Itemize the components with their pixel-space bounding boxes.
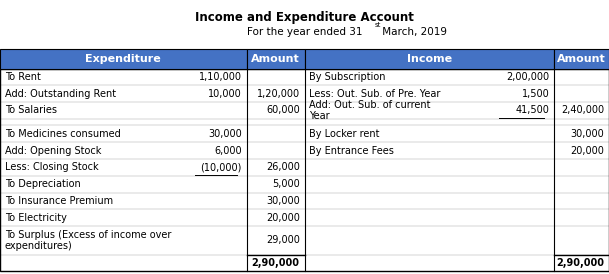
Text: Amount: Amount <box>251 54 300 64</box>
Text: Add: Out. Sub. of current
Year: Add: Out. Sub. of current Year <box>309 100 431 121</box>
Text: (10,000): (10,000) <box>200 162 242 172</box>
Text: For the year ended 31: For the year ended 31 <box>247 27 362 36</box>
Text: Amount: Amount <box>557 54 606 64</box>
Text: Income and Expenditure Account: Income and Expenditure Account <box>195 11 414 24</box>
Text: 20,000: 20,000 <box>266 213 300 223</box>
Text: 2,90,000: 2,90,000 <box>252 258 300 268</box>
Text: 1,10,000: 1,10,000 <box>199 72 242 82</box>
Text: By Entrance Fees: By Entrance Fees <box>309 145 394 156</box>
Text: Less: Closing Stock: Less: Closing Stock <box>5 162 99 172</box>
Text: Add: Opening Stock: Add: Opening Stock <box>5 145 101 156</box>
Text: 26,000: 26,000 <box>266 162 300 172</box>
Text: 6,000: 6,000 <box>214 145 242 156</box>
Text: 30,000: 30,000 <box>571 129 604 139</box>
Text: st: st <box>375 22 381 28</box>
Text: To Surplus (Excess of income over
expenditures): To Surplus (Excess of income over expend… <box>5 230 171 251</box>
Bar <box>0 68 609 271</box>
Text: To Medicines consumed: To Medicines consumed <box>5 129 121 139</box>
Text: To Insurance Premium: To Insurance Premium <box>5 196 113 206</box>
Bar <box>247 49 304 68</box>
Text: To Salaries: To Salaries <box>5 105 57 115</box>
Text: 10,000: 10,000 <box>208 89 242 99</box>
Text: 2,40,000: 2,40,000 <box>561 105 604 115</box>
Text: Income: Income <box>407 54 452 64</box>
Text: Add: Outstanding Rent: Add: Outstanding Rent <box>5 89 116 99</box>
Text: To Depreciation: To Depreciation <box>5 179 80 189</box>
Text: Expenditure: Expenditure <box>85 54 161 64</box>
Text: 2,90,000: 2,90,000 <box>556 258 604 268</box>
Text: 1,20,000: 1,20,000 <box>256 89 300 99</box>
Text: 30,000: 30,000 <box>208 129 242 139</box>
Text: By Subscription: By Subscription <box>309 72 386 82</box>
Text: To Electricity: To Electricity <box>5 213 67 223</box>
Text: March, 2019: March, 2019 <box>379 27 448 36</box>
Bar <box>0 49 247 68</box>
Text: 41,500: 41,500 <box>515 105 549 115</box>
Text: 29,000: 29,000 <box>266 235 300 245</box>
Text: 5,000: 5,000 <box>272 179 300 189</box>
Text: 60,000: 60,000 <box>266 105 300 115</box>
Text: 20,000: 20,000 <box>570 145 604 156</box>
Text: By Locker rent: By Locker rent <box>309 129 380 139</box>
Text: Less: Out. Sub. of Pre. Year: Less: Out. Sub. of Pre. Year <box>309 89 441 99</box>
Text: 30,000: 30,000 <box>266 196 300 206</box>
Text: 2,00,000: 2,00,000 <box>506 72 549 82</box>
Bar <box>304 49 554 68</box>
Text: To Rent: To Rent <box>5 72 41 82</box>
Bar <box>554 49 609 68</box>
Text: 1,500: 1,500 <box>521 89 549 99</box>
